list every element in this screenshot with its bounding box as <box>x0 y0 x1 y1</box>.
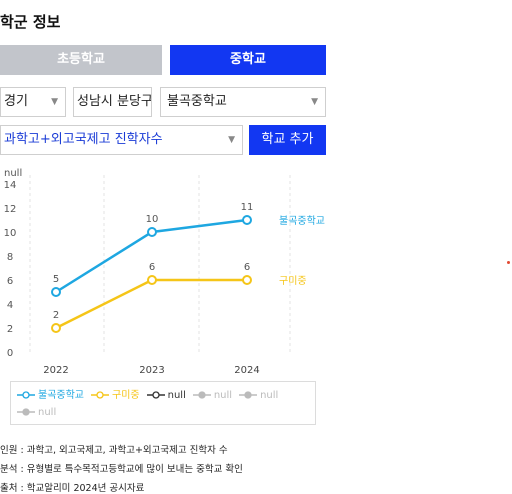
school-select-value: 불곡중학교 <box>167 94 227 109</box>
y-tick-label: 14 <box>4 180 17 191</box>
y-tick-label: 12 <box>4 204 17 215</box>
legend-label: 구미중 <box>112 390 140 401</box>
dropdown-arrow-icon: ▼ <box>311 97 318 107</box>
legend-swatch-icon <box>146 391 165 399</box>
tab-middle-school[interactable]: 중학교 <box>170 45 326 75</box>
data-label: 10 <box>146 214 159 225</box>
legend-item[interactable]: null <box>146 387 186 404</box>
legend-swatch-icon <box>239 391 258 399</box>
legend-label: null <box>213 390 233 401</box>
legend-label: null <box>167 390 186 401</box>
legend-label: 불곡중학교 <box>38 390 84 401</box>
data-label: 5 <box>53 274 59 285</box>
tab-elementary[interactable]: 초등학교 <box>0 45 162 75</box>
series-line <box>55 278 247 330</box>
city-select[interactable]: 성남시 분당구 <box>73 87 152 117</box>
data-label: 6 <box>244 262 250 273</box>
legend-label: null <box>38 407 57 418</box>
city-select-value: 성남시 분당구 <box>77 94 152 109</box>
data-point <box>51 287 61 297</box>
x-tick-label: 2023 <box>139 365 164 375</box>
line-chart: 0 2 4 6 8 10 12 14 2022 2023 2024 5 10 11 불곡중학교 2 6 6 구미중 <box>4 175 325 375</box>
note-analysis: 분석 : 유형별로 특수목적고등학교에 많이 보내는 중학교 확인 <box>0 464 243 475</box>
series-end-label: 구미중 <box>279 275 307 287</box>
note-people: 인원 : 과학고, 외고국제고, 과학고+외고국제고 진학자 수 <box>0 445 228 456</box>
legend-item[interactable]: null <box>17 404 56 421</box>
data-point <box>242 275 252 285</box>
y-axis-unit-label: null <box>4 168 23 179</box>
legend-swatch-icon <box>91 391 109 399</box>
legend-swatch-icon <box>17 408 35 416</box>
legend-swatch-icon <box>17 391 35 399</box>
data-label: 6 <box>149 262 155 273</box>
legend-item[interactable]: null <box>239 387 278 404</box>
data-point <box>147 227 157 237</box>
y-tick-label: 6 <box>7 276 13 287</box>
data-point <box>51 323 61 333</box>
legend-item[interactable]: 불곡중학교 <box>17 387 84 404</box>
legend-swatch-icon <box>192 391 211 399</box>
x-tick-label: 2022 <box>43 365 68 375</box>
legend-item[interactable]: 구미중 <box>91 387 140 404</box>
y-tick-label: 4 <box>7 300 13 311</box>
school-select[interactable]: 불곡중학교 ▼ <box>160 87 326 117</box>
data-point <box>242 215 252 225</box>
series-end-label: 불곡중학교 <box>279 215 325 227</box>
dropdown-arrow-icon: ▼ <box>51 97 58 107</box>
y-tick-label: 10 <box>4 228 17 239</box>
y-tick-label: 8 <box>7 252 13 263</box>
y-tick-label: 0 <box>7 348 13 359</box>
metric-select[interactable]: 과학고+외고국제고 진학자수 ▼ <box>0 125 243 155</box>
metric-select-value: 과학고+외고국제고 진학자수 <box>4 132 163 147</box>
legend-item[interactable]: null <box>192 387 233 404</box>
y-tick-label: 2 <box>7 324 13 335</box>
page-title: 학군 정보 <box>0 13 61 31</box>
region-select-value: 경기 <box>4 94 28 109</box>
x-tick-label: 2024 <box>234 365 259 375</box>
dropdown-arrow-icon: ▼ <box>228 135 235 145</box>
add-school-button[interactable]: 학교 추가 <box>249 125 326 155</box>
note-source: 출처 : 학교알리미 2024년 공시자료 <box>0 483 145 494</box>
legend-label: null <box>260 390 279 401</box>
chart-legend: 불곡중학교 구미중 null null null null <box>10 381 316 425</box>
region-select[interactable]: 경기 ▼ <box>0 87 66 117</box>
data-label: 2 <box>53 310 59 321</box>
data-point <box>147 275 157 285</box>
data-label: 11 <box>241 202 254 213</box>
marker-dot <box>507 261 510 264</box>
